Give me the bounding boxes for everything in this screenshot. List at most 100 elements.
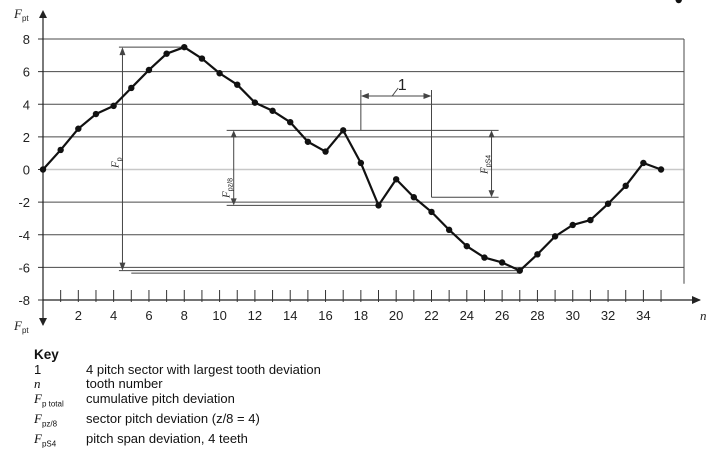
y-tick-label: 8	[23, 32, 30, 47]
y-axis-arrow-down	[39, 318, 47, 326]
data-point	[145, 66, 153, 74]
sector-label: 1	[398, 77, 407, 94]
data-point	[181, 43, 188, 51]
fp-label: Fp	[109, 157, 123, 169]
key-row: Fpz/8 sector pitch deviation (z/8 = 4)	[34, 410, 321, 432]
axes	[38, 10, 701, 326]
data-point	[39, 166, 47, 173]
x-tick-label: 18	[354, 308, 368, 323]
key-symbol: Fp total	[34, 390, 64, 409]
x-tick-label: 14	[283, 308, 297, 323]
data-point	[410, 194, 418, 201]
key-row: FpS4 pitch span deviation, 4 teeth	[34, 431, 321, 452]
data-point	[481, 254, 488, 261]
key-symbol: Fpz/8	[34, 410, 58, 429]
x-tick-label: 22	[424, 308, 438, 323]
y-axis-label-bottom: Fpt	[13, 318, 29, 335]
data-point	[251, 99, 259, 106]
x-tick-label: 26	[495, 308, 509, 323]
key-description: sector pitch deviation (z/8 = 4)	[86, 410, 260, 426]
fpz8-arrow-bottom	[230, 198, 237, 206]
x-tick-label: 30	[566, 308, 580, 323]
y-tick-label: 2	[23, 130, 30, 145]
data-point	[357, 159, 365, 167]
data-point	[428, 208, 435, 216]
y-tick-label: 4	[23, 97, 30, 112]
key-title: Key	[34, 347, 59, 362]
data-point	[110, 102, 117, 110]
data-point	[375, 202, 382, 209]
key-description: tooth number	[86, 376, 163, 392]
y-tick-label: 6	[23, 65, 30, 80]
data-point	[322, 148, 329, 155]
x-tick-label: 20	[389, 308, 403, 323]
x-tick-label: 4	[110, 308, 117, 323]
key-legend: Key 1 4 pitch sector with largest tooth d…	[34, 347, 321, 453]
data-point	[534, 251, 541, 258]
data-point	[392, 176, 400, 183]
x-tick-label: 24	[460, 308, 474, 323]
x-tick-label: 6	[145, 308, 152, 323]
x-tick-label: 8	[181, 308, 188, 323]
key-description: cumulative pitch deviation	[86, 390, 235, 406]
data-point	[445, 226, 453, 234]
fps4-arrow-top	[488, 130, 495, 138]
data-point	[640, 159, 647, 167]
series-line	[39, 0, 682, 274]
y-tick-label: -4	[18, 228, 30, 243]
data-point	[516, 267, 523, 274]
fpz8-arrow-top	[230, 130, 237, 138]
data-point	[304, 138, 312, 145]
dimension-annotations: Fp Fpz/8 FpS4 1	[109, 46, 520, 274]
x-tick-label: 12	[248, 308, 262, 323]
y-axis-arrow-up	[39, 10, 47, 18]
key-description: pitch span deviation, 4 teeth	[86, 431, 248, 447]
data-point	[234, 81, 241, 88]
data-point	[163, 50, 170, 57]
fps4-label: FpS4	[479, 155, 493, 175]
y-axis-label-top: Fpt	[13, 6, 29, 23]
data-point	[604, 200, 612, 207]
key-symbol: 1	[34, 361, 42, 377]
fps4-arrow-bottom	[488, 190, 495, 198]
data-point	[57, 146, 64, 154]
key-symbol: FpS4	[34, 431, 57, 449]
x-tick-label: 16	[318, 308, 332, 323]
fp-arrow-bottom	[119, 262, 126, 271]
x-tick-label: 2	[75, 308, 82, 323]
x-tick-label: 32	[601, 308, 615, 323]
x-tick-label: 28	[530, 308, 544, 323]
key-row: n tooth number	[34, 376, 321, 392]
data-point	[339, 127, 347, 134]
key-description: 4 pitch sector with largest tooth deviat…	[86, 361, 321, 377]
data-point	[657, 166, 665, 173]
key-rows: 1 4 pitch sector with largest tooth devia…	[34, 361, 321, 453]
data-point	[92, 110, 100, 118]
data-point	[551, 233, 559, 240]
fpz8-label: Fpz/8	[221, 178, 235, 199]
key-row: Fp total cumulative pitch deviation	[34, 390, 321, 412]
x-tick-label: 34	[636, 308, 650, 323]
y-tick-label: -8	[18, 293, 30, 308]
data-point	[287, 118, 294, 126]
x-axis-arrow	[692, 296, 701, 304]
key-symbol: n	[34, 376, 41, 392]
sector-arrow-left	[360, 93, 369, 99]
y-tick-label: -2	[18, 195, 30, 210]
x-tick-label: 10	[212, 308, 226, 323]
sector-leader	[391, 87, 399, 97]
deviation-line	[42, 46, 662, 272]
data-point	[463, 242, 471, 250]
data-point	[675, 0, 682, 4]
data-point	[75, 125, 82, 132]
data-point	[569, 221, 576, 229]
data-point	[498, 259, 506, 266]
data-point	[216, 70, 223, 77]
key-row: 1 4 pitch sector with largest tooth devia…	[34, 361, 321, 378]
y-tick-label: 0	[23, 163, 30, 178]
fp-arrow-top	[119, 47, 126, 56]
sector-arrow-right	[423, 93, 432, 99]
data-point	[198, 55, 206, 62]
